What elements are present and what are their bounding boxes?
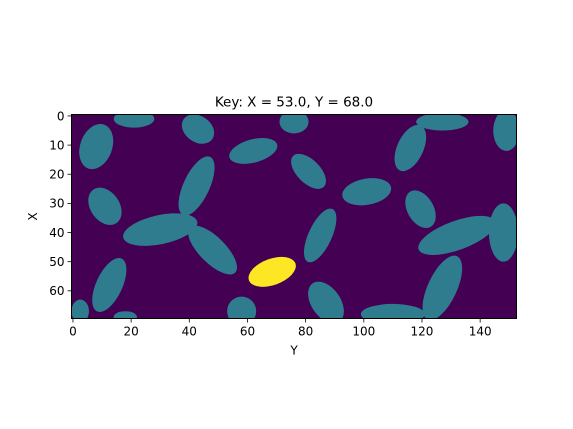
- region-22: [360, 303, 425, 319]
- region-18: [488, 203, 517, 262]
- region-12: [178, 156, 215, 216]
- region-7: [342, 178, 392, 206]
- x-tick-label: 80: [298, 325, 313, 339]
- y-tick-label: 50: [49, 255, 64, 269]
- x-tick-label: 120: [411, 325, 434, 339]
- region-20: [308, 281, 344, 319]
- y-tick-label: 20: [49, 168, 64, 182]
- region-15: [303, 208, 337, 263]
- region-3: [181, 114, 215, 144]
- key-region: [248, 256, 296, 287]
- region-10: [493, 114, 517, 151]
- y-tick-label: 0: [57, 109, 65, 123]
- x-tick-label: 100: [352, 325, 375, 339]
- key-layer: [248, 256, 296, 287]
- plot-area: [71, 114, 517, 319]
- region-4: [229, 137, 278, 164]
- region-25: [113, 311, 137, 319]
- y-axis-label: X: [26, 212, 40, 220]
- region-11: [88, 187, 122, 225]
- region-13: [123, 213, 198, 246]
- y-tick-label: 30: [49, 197, 64, 211]
- x-tick-label: 20: [123, 325, 138, 339]
- region-2: [113, 114, 155, 128]
- regions-layer: [71, 114, 517, 319]
- region-14: [188, 225, 238, 275]
- region-19: [92, 258, 127, 312]
- chart-title: Key: X = 53.0, Y = 68.0: [215, 95, 373, 111]
- y-axis: 0 10 20 30 40 50 60: [49, 109, 72, 298]
- region-16: [405, 190, 436, 229]
- y-tick-label: 10: [49, 138, 64, 152]
- x-tick-label: 40: [182, 325, 197, 339]
- region-9: [416, 114, 469, 131]
- x-axis-label: Y: [289, 344, 298, 358]
- region-23: [227, 296, 257, 319]
- plot-frame: [71, 114, 517, 319]
- region-5: [279, 114, 309, 134]
- region-8: [394, 124, 427, 172]
- region-24: [71, 299, 89, 319]
- x-tick-label: 60: [240, 325, 255, 339]
- region-21: [422, 255, 463, 319]
- y-tick-label: 60: [49, 284, 64, 298]
- x-axis: 0 20 40 60 80 100 120 140: [69, 318, 492, 339]
- region-17: [418, 215, 496, 255]
- region-6: [291, 153, 327, 189]
- region-1: [79, 123, 114, 170]
- y-tick-label: 40: [49, 226, 64, 240]
- x-tick-label: 0: [69, 325, 77, 339]
- x-tick-label: 140: [469, 325, 492, 339]
